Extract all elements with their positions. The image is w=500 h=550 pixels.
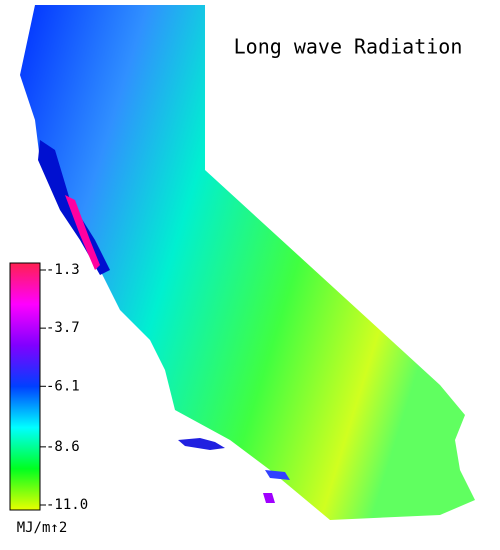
colorbar-tick-label: -8.6 xyxy=(46,439,80,455)
colorbar-tick-label: -11.0 xyxy=(46,497,88,513)
colorbar-unit: MJ/m↑2 xyxy=(17,520,68,536)
california xyxy=(20,5,475,520)
island-1 xyxy=(178,438,225,450)
colorbar-tick-label: -6.1 xyxy=(46,378,80,394)
colorbar-tick-label: -3.7 xyxy=(46,320,80,336)
map-title: Long wave Radiation xyxy=(234,35,463,59)
colorbar xyxy=(9,262,41,511)
coast-hot xyxy=(65,195,100,270)
colorbar-tick-label: -1.3 xyxy=(46,262,80,278)
island-3 xyxy=(265,470,290,480)
island-2 xyxy=(263,493,275,503)
